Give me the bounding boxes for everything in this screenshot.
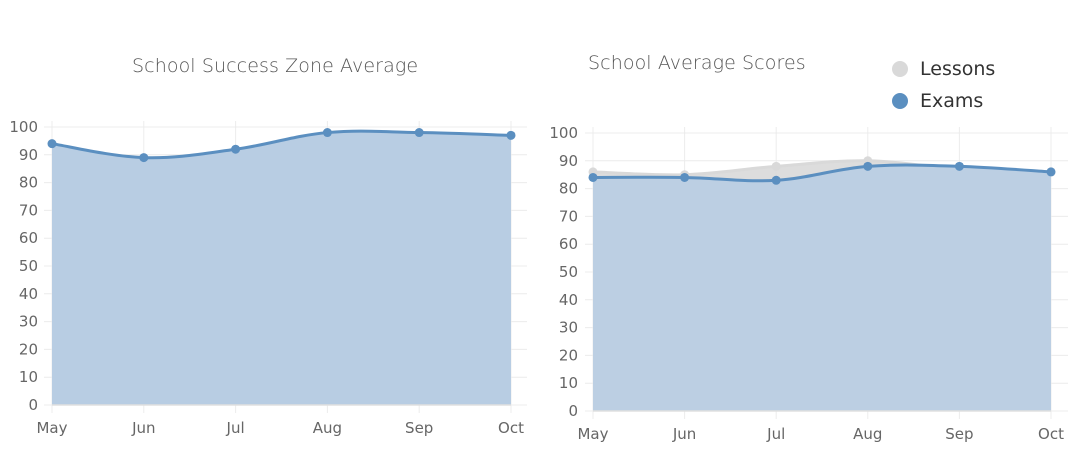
c1-ytick-label: 0 (28, 396, 38, 414)
c1-ytick-label: 100 (9, 118, 38, 136)
c1-series0-point (414, 128, 424, 138)
c2-xtick-label: Oct (1038, 425, 1064, 443)
c2-ytick-label: 60 (559, 235, 578, 253)
c1-ytick-label: 80 (19, 174, 38, 192)
c1-series0-line (51, 129, 512, 160)
c2-series1-point (680, 172, 690, 182)
chart2-legend: Lessons Exams (892, 53, 995, 117)
c1-series0-area (52, 131, 511, 405)
c2-xtick-label: May (577, 425, 608, 443)
c2-ytick-label: 20 (559, 346, 578, 364)
c1-series0-point (506, 130, 516, 140)
c1-series0-point (322, 128, 332, 138)
c1-series0-point (231, 144, 241, 154)
c2-ytick-label: 70 (559, 207, 578, 225)
c1-xtick-label: Jul (226, 419, 245, 437)
c2-ytick-label: 30 (559, 319, 578, 337)
chart1-title: School Success Zone Average (132, 55, 419, 77)
c2-series1-area (593, 164, 1051, 411)
c1-ytick-label: 30 (19, 313, 38, 331)
c1-ytick-label: 10 (19, 368, 38, 386)
legend-item-lessons[interactable]: Lessons (892, 53, 995, 85)
c2-ytick-label: 80 (559, 180, 578, 198)
c1-xtick-label: Sep (405, 419, 433, 437)
c2-series1-point (954, 161, 964, 171)
legend-item-exams[interactable]: Exams (892, 85, 995, 117)
c2-xtick-label: Jun (672, 425, 696, 443)
c2-ytick-label: 0 (568, 402, 578, 420)
legend-label-lessons: Lessons (920, 58, 996, 80)
chart2-title: School Average Scores (588, 52, 806, 74)
c1-ytick-label: 50 (19, 257, 38, 275)
c2-series1-point (863, 161, 873, 171)
c1-ytick-label: 60 (19, 229, 38, 247)
c1-ytick-label: 90 (19, 146, 38, 164)
c2-ytick-label: 90 (559, 152, 578, 170)
c1-xtick-label: May (36, 419, 67, 437)
lessons-swatch-icon (892, 61, 908, 77)
c1-ytick-label: 20 (19, 340, 38, 358)
c1-series0-point (139, 153, 149, 163)
c2-ytick-label: 10 (559, 374, 578, 392)
c2-series0-point (771, 161, 781, 171)
c2-ytick-label: 50 (559, 263, 578, 281)
c2-xtick-label: Sep (945, 425, 973, 443)
c1-series0-point (47, 139, 57, 149)
c2-series1-point (1046, 167, 1056, 177)
exams-swatch-icon (892, 93, 908, 109)
c1-xtick-label: Oct (498, 419, 524, 437)
c2-series1-point (771, 175, 781, 185)
c1-xtick-label: Jun (131, 419, 155, 437)
c2-series1-line (592, 163, 1052, 183)
c1-ytick-label: 70 (19, 201, 38, 219)
c2-xtick-label: Jul (766, 425, 785, 443)
c2-ytick-label: 100 (549, 124, 578, 142)
c2-series1-point (588, 172, 598, 182)
legend-label-exams: Exams (920, 90, 984, 112)
c1-ytick-label: 40 (19, 285, 38, 303)
c2-xtick-label: Aug (853, 425, 882, 443)
c1-xtick-label: Aug (313, 419, 342, 437)
c2-ytick-label: 40 (559, 291, 578, 309)
